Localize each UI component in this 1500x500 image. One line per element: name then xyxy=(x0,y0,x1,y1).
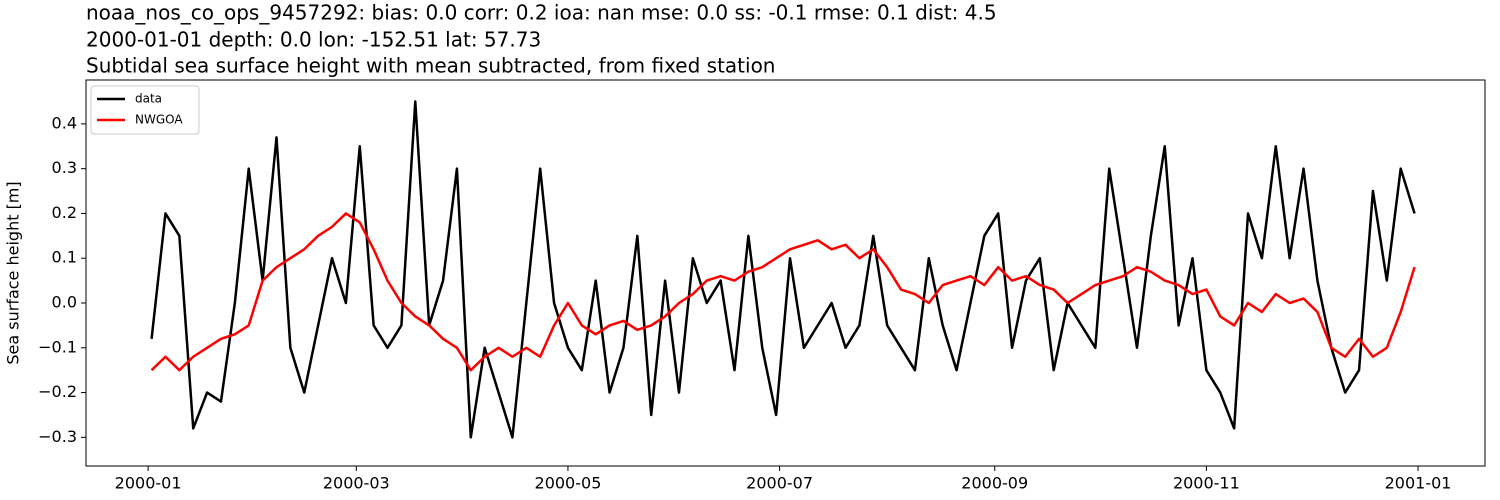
x-tick-label: 2000-03 xyxy=(323,474,390,493)
y-tick-label: 0.4 xyxy=(52,113,77,132)
y-tick-label: 0.1 xyxy=(52,248,77,267)
data-line xyxy=(150,212,1416,372)
chart-subtitle: Subtidal sea surface height with mean su… xyxy=(86,54,775,78)
y-tick-label: −0.1 xyxy=(38,337,77,356)
y-axis-label: Sea surface height [m] xyxy=(4,181,23,364)
plot-frame xyxy=(85,79,1486,467)
x-tick-label: 2001-01 xyxy=(1385,474,1452,493)
y-tick-label: 0.3 xyxy=(52,158,77,177)
x-tick-label: 2000-07 xyxy=(746,474,813,493)
y-tick-label: −0.2 xyxy=(38,382,77,401)
x-tick-label: 2000-11 xyxy=(1173,474,1240,493)
x-tick-label: 2000-09 xyxy=(961,474,1028,493)
y-tick-label: −0.3 xyxy=(38,427,77,446)
x-tick-label: 2000-01 xyxy=(115,474,182,493)
x-tick-label: 2000-05 xyxy=(535,474,602,493)
chart-title: noaa_nos_co_ops_9457292: bias: 0.0 corr:… xyxy=(86,1,997,25)
legend-label: NWGOA xyxy=(135,113,183,127)
y-tick-label: 0.2 xyxy=(52,203,77,222)
data-line xyxy=(150,100,1416,439)
y-tick-label: 0.0 xyxy=(52,293,77,312)
chart-subtitle: 2000-01-01 depth: 0.0 lon: -152.51 lat: … xyxy=(86,28,541,52)
legend-label: data xyxy=(135,92,162,106)
